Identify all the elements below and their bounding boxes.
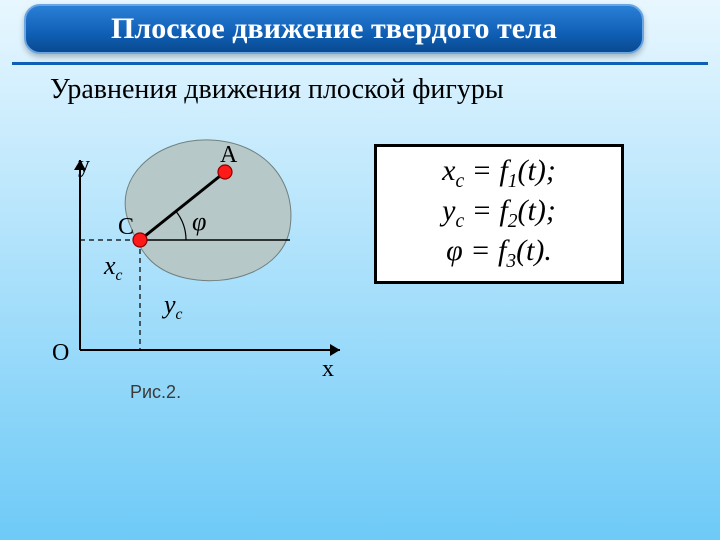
svg-text:Рис.2.: Рис.2.	[130, 382, 181, 402]
svg-text:yc: yc	[161, 290, 183, 323]
eq2-sub: c	[456, 211, 465, 232]
eq2-mid: = f	[464, 194, 508, 227]
eq1-mid: = f	[464, 154, 508, 187]
eq3-end: (t).	[516, 234, 552, 267]
title-underline	[12, 62, 708, 65]
svg-text:C: C	[118, 214, 134, 240]
equations-box: xc = f1(t); yc = f2(t); φ = f3(t).	[374, 144, 624, 284]
eq3-mid: = f	[463, 234, 507, 267]
slide-title-text: Плоское движение твердого тела	[111, 12, 557, 46]
slide-subtitle: Уравнения движения плоской фигуры	[50, 74, 504, 106]
eq1-sub: c	[456, 171, 465, 192]
svg-text:O: O	[52, 340, 69, 366]
eq3-fsub: 3	[506, 251, 516, 272]
figure-diagram: x y O A Cφ xc yc Рис.2.	[20, 130, 350, 410]
equation-1: xc = f1(t);	[442, 154, 556, 194]
eq2-var: y	[442, 194, 455, 227]
svg-text:y: y	[78, 152, 90, 178]
eq2-end: (t);	[518, 194, 556, 227]
equation-3: φ = f3(t).	[446, 234, 552, 274]
eq1-fsub: 1	[508, 171, 518, 192]
eq1-end: (t);	[518, 154, 556, 187]
svg-text:x: x	[322, 356, 334, 382]
svg-text:φ: φ	[192, 207, 206, 236]
slide-title-pill: Плоское движение твердого тела	[24, 4, 644, 54]
svg-text:xc: xc	[103, 251, 123, 284]
equation-2: yc = f2(t);	[442, 194, 556, 234]
svg-text:A: A	[220, 142, 238, 168]
eq3-var: φ	[446, 234, 463, 267]
eq2-fsub: 2	[508, 211, 518, 232]
eq1-var: x	[442, 154, 455, 187]
